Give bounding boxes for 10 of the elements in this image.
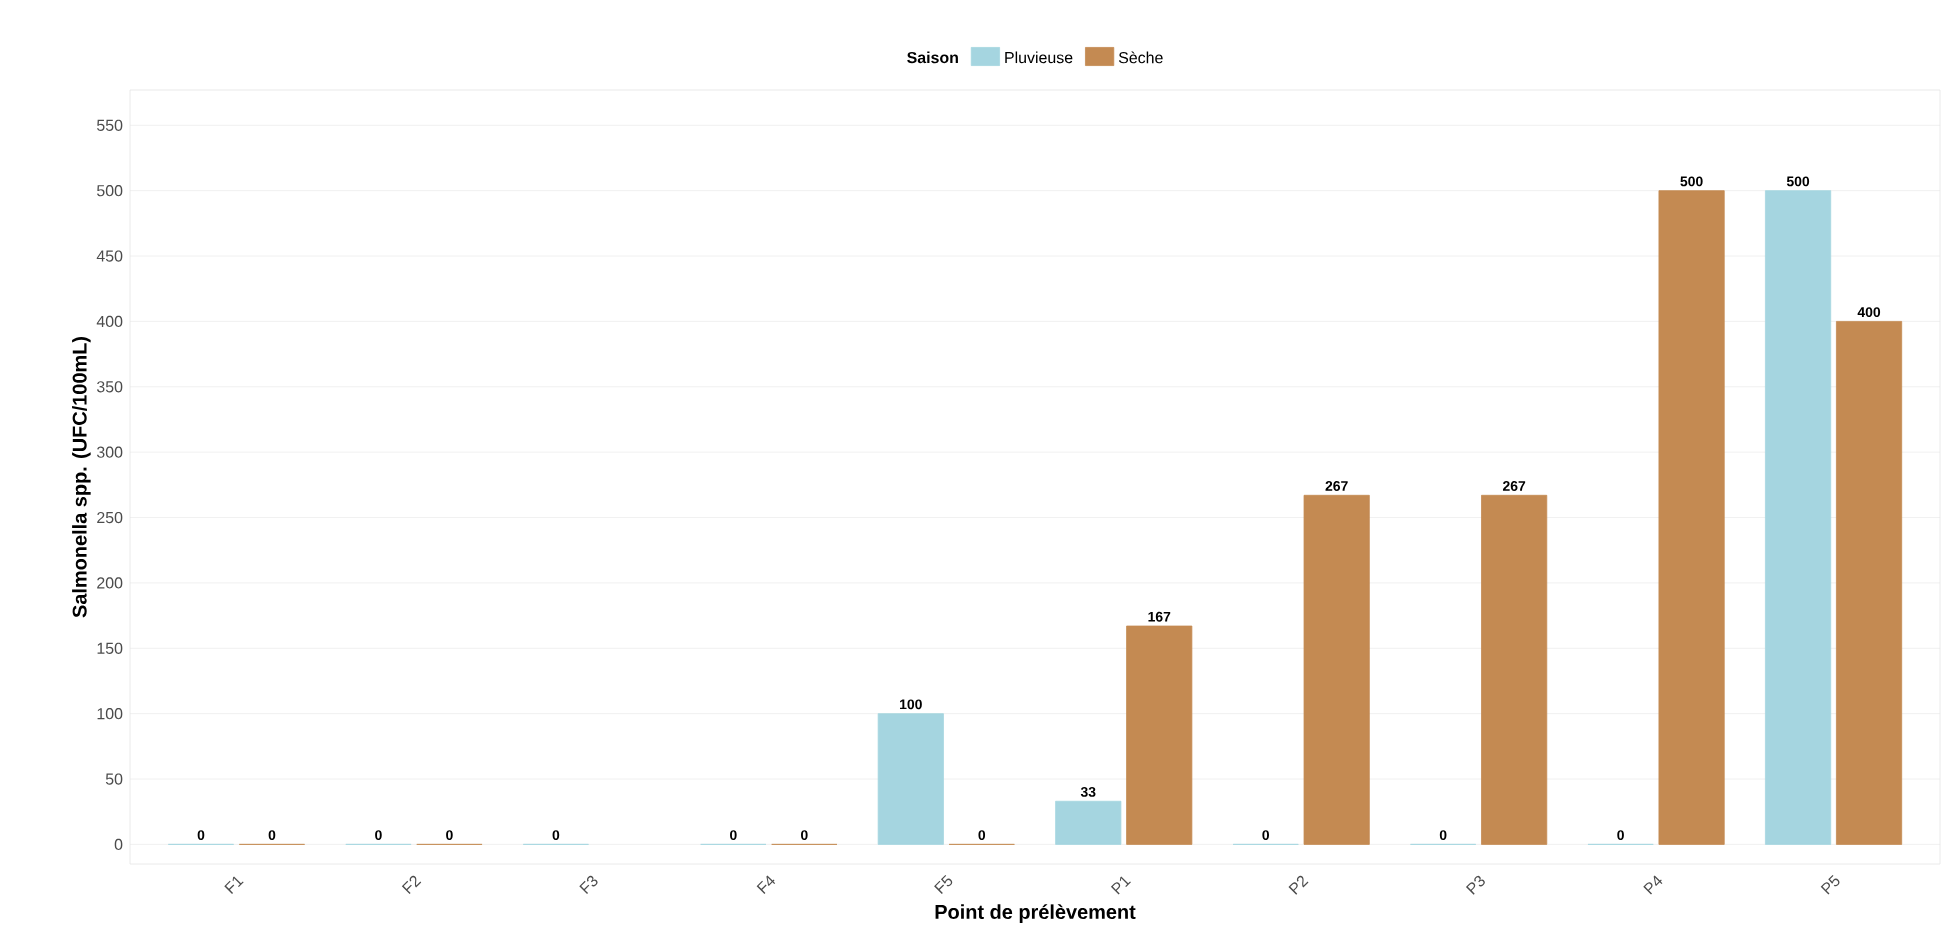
bar [1303,494,1370,845]
bar [1055,800,1122,845]
bar [1765,190,1832,845]
y-axis-title: Salmonella spp. (UFC/100mL) [72,336,91,618]
bar [877,713,944,845]
bar [1481,494,1548,845]
bar [1126,625,1193,845]
bar [1658,190,1725,845]
x-axis-title: Point de prélèvement [935,904,1136,923]
bar [1835,321,1903,845]
